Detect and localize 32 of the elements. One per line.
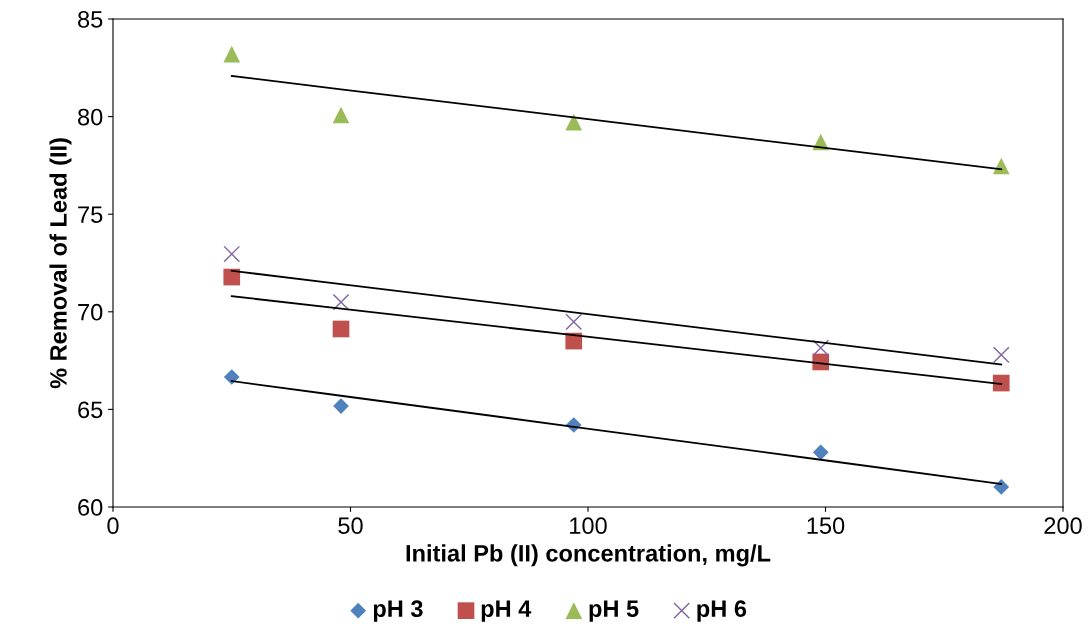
- x-tick-label: 100: [570, 517, 607, 535]
- y-tick-label: 75: [78, 206, 103, 223]
- point: [223, 268, 241, 286]
- point: [332, 106, 350, 124]
- legend-label: pH 3: [373, 600, 423, 622]
- legend-label: pH 6: [697, 600, 747, 622]
- point: [992, 374, 1010, 392]
- y-tick-label: 80: [78, 108, 103, 126]
- point: [332, 320, 350, 338]
- legend-label: pH 4: [481, 600, 532, 622]
- point: [333, 398, 349, 414]
- y-axis-title: % Removal of Lead (II): [49, 138, 72, 389]
- legend-label: pH 5: [589, 600, 639, 622]
- point: [223, 369, 240, 385]
- x-tick-label: 150: [807, 517, 845, 535]
- point: [565, 313, 583, 331]
- point: [565, 113, 583, 131]
- x-axis-title: Initial Pb (II) concentration, mg/L: [406, 544, 771, 567]
- x-tick-label: 50: [338, 517, 363, 535]
- point: [332, 293, 350, 311]
- y-tick-label: 65: [78, 401, 103, 419]
- point: [812, 444, 829, 461]
- point: [812, 339, 830, 357]
- y-tick-label: 85: [78, 11, 103, 28]
- y-tick-label: 60: [78, 499, 103, 516]
- point: [223, 45, 241, 63]
- point: [993, 479, 1010, 495]
- x-tick-label: 200: [1044, 517, 1082, 535]
- x-tick-label: 0: [107, 517, 119, 535]
- point: [992, 346, 1010, 364]
- y-tick-label: 70: [78, 303, 103, 321]
- point: [223, 245, 241, 263]
